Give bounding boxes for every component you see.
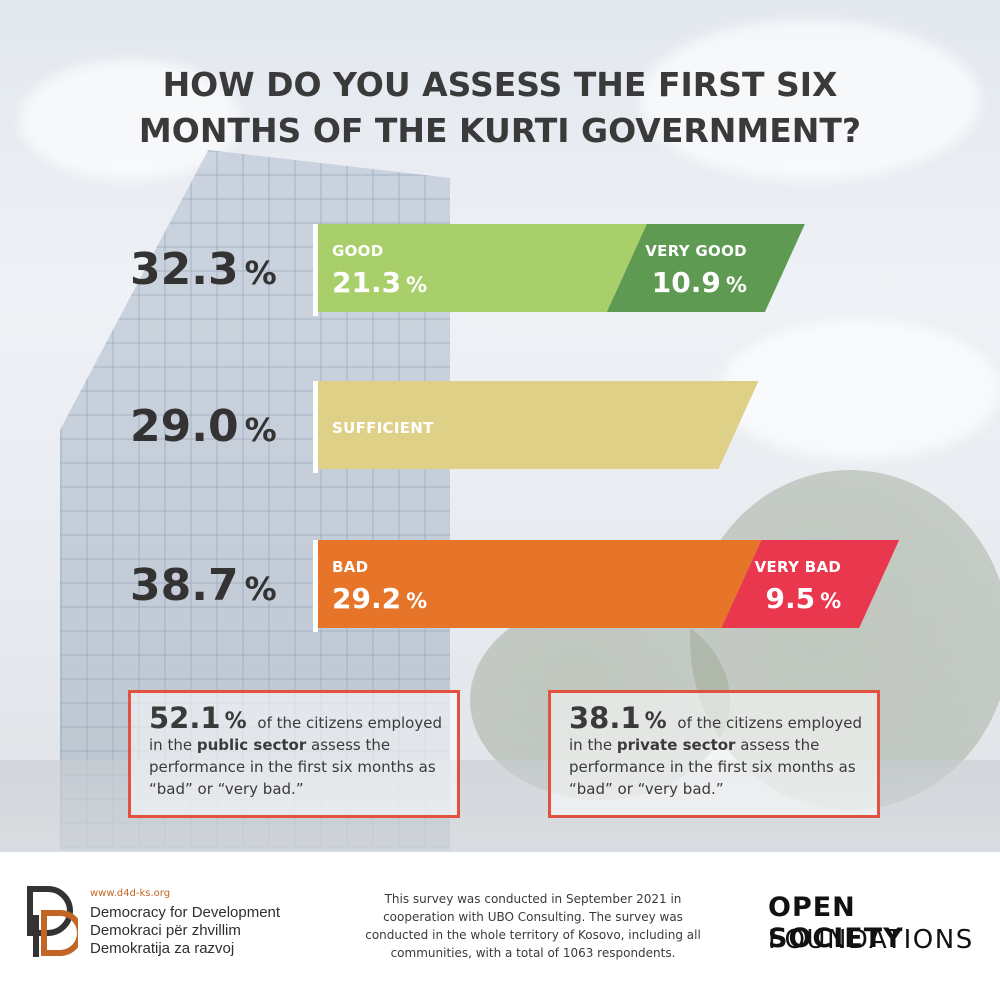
- bar-baseline: [313, 224, 318, 316]
- bar-label: VERY BAD: [754, 558, 842, 576]
- callout-number: 52.1: [149, 701, 221, 735]
- bar-value: 9.5%: [765, 582, 841, 615]
- total-value: 29.0: [130, 401, 239, 452]
- bar-value: 29.2%: [332, 582, 427, 615]
- total-unit: %: [244, 570, 277, 608]
- total-positive: 32.3%: [130, 244, 300, 295]
- title-line-2: MONTHS OF THE KURTI GOVERNMENT?: [138, 111, 862, 150]
- d4d-logo-icon: [27, 886, 78, 957]
- total-value: 38.7: [130, 560, 239, 611]
- callout-public-sector: 52.1% of the citizens employed in the pu…: [128, 690, 460, 818]
- callout-text-b: assess the performance in the first six …: [569, 736, 856, 798]
- callout-text-a: of the citizens employed in the: [569, 714, 862, 754]
- title-line-1: HOW DO YOU ASSESS THE FIRST SIX: [162, 65, 838, 104]
- org-url: www.d4d-ks.org: [90, 888, 171, 899]
- bar-bad: BAD 29.2%: [318, 540, 762, 628]
- total-unit: %: [244, 411, 277, 449]
- chart-title: HOW DO YOU ASSESS THE FIRST SIX MONTHS O…: [100, 62, 900, 154]
- bar-label: SUFFICIENT: [332, 419, 434, 437]
- bar-value: 10.9%: [652, 266, 747, 299]
- callout-emphasis: private sector: [616, 736, 736, 754]
- bar-baseline: [313, 381, 318, 473]
- survey-note: This survey was conducted in September 2…: [365, 892, 701, 960]
- value-unit: %: [820, 589, 842, 613]
- callout-unit: %: [644, 709, 667, 734]
- org-name-en: Democracy for Development: [90, 904, 281, 921]
- callout-value: 52.1%: [149, 701, 247, 735]
- bar-label: GOOD: [332, 242, 384, 260]
- callout-private-sector: 38.1% of the citizens employed in the pr…: [548, 690, 880, 818]
- value-number: 29.2: [332, 582, 402, 615]
- bar-baseline: [313, 540, 318, 632]
- callout-emphasis: public sector: [196, 736, 307, 754]
- total-sufficient: 29.0%: [130, 401, 300, 452]
- callout-text-b: assess the performance in the first six …: [149, 736, 436, 798]
- row-negative: 38.7% BAD 29.2% VERY BAD 9.5%: [0, 540, 1000, 634]
- bar-label: BAD: [332, 558, 369, 576]
- value-number: 21.3: [332, 266, 402, 299]
- row-positive: 32.3% GOOD 21.3% VERY GOOD 10.9%: [0, 224, 1000, 318]
- footer: www.d4d-ks.org Democracy for Development…: [0, 852, 1000, 1000]
- value-unit: %: [406, 589, 428, 613]
- org-name-sq: Demokraci për zhvillim: [90, 922, 241, 939]
- row-sufficient: 29.0% SUFFICIENT: [0, 381, 1000, 475]
- osf-logo-line-1: OPEN SOCIETY: [768, 892, 904, 954]
- total-unit: %: [244, 254, 277, 292]
- osf-logo-line-2: FOUNDATIONS: [768, 925, 974, 955]
- bar-sufficient: SUFFICIENT: [318, 381, 759, 469]
- callout-number: 38.1: [569, 701, 641, 735]
- bar-good: GOOD 21.3%: [318, 224, 647, 312]
- value-number: 10.9: [651, 266, 721, 299]
- callout-text-a: of the citizens employed in the: [149, 714, 442, 754]
- value-number: 9.5: [765, 582, 816, 615]
- value-unit: %: [725, 273, 747, 297]
- total-value: 32.3: [130, 244, 239, 295]
- callout-value: 38.1%: [569, 701, 667, 735]
- bar-value: 21.3%: [332, 266, 427, 299]
- org-name-sr: Demokratija za razvoj: [90, 940, 235, 957]
- value-unit: %: [406, 273, 428, 297]
- bar-label: VERY GOOD: [645, 242, 747, 260]
- callout-unit: %: [224, 709, 247, 734]
- total-negative: 38.7%: [130, 560, 300, 611]
